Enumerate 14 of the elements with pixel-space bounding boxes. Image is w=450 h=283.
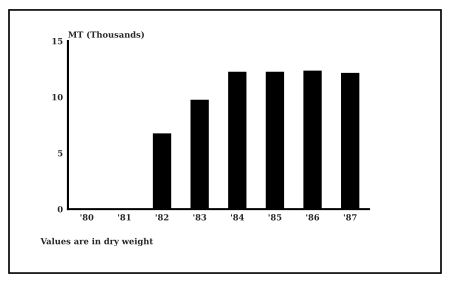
x-tick-label: '80 <box>80 214 94 220</box>
x-tick-label: '82 <box>156 214 168 220</box>
x-tick-label: '81 <box>118 214 131 220</box>
x-tick-label: '83 <box>193 214 206 220</box>
x-tick-label: '84 <box>231 214 244 220</box>
y-tick-label: 15 <box>52 38 62 44</box>
x-tick-label: '86 <box>306 214 320 220</box>
y-tick-label: 0 <box>58 206 63 212</box>
y-tick-label: 10 <box>52 94 63 100</box>
text: Values are in dry weight <box>40 238 154 246</box>
x-tick-label: '85 <box>268 214 282 220</box>
y-tick-label: 5 <box>58 150 62 156</box>
x-tick-label: '87 <box>344 214 357 220</box>
y-axis-title: MT (Thousands) <box>68 31 144 39</box>
